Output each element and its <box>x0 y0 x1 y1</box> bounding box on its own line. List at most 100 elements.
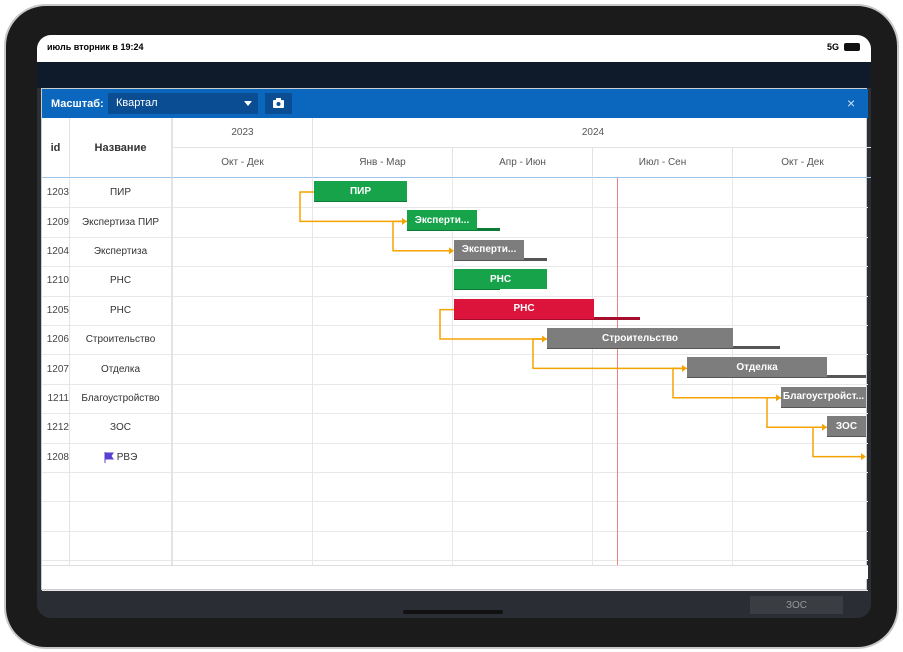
close-button[interactable]: × <box>847 95 856 111</box>
quarter: Июл - Сен <box>593 148 733 178</box>
header-name: Название <box>70 118 173 178</box>
link <box>392 220 450 252</box>
link-arrow <box>449 247 454 255</box>
row-line <box>42 560 868 562</box>
task-bar: Отделка <box>687 357 827 378</box>
row-line <box>42 530 868 532</box>
column-line <box>312 178 313 579</box>
row-name: Строительство <box>70 325 171 354</box>
row-id: 1211 <box>47 392 69 404</box>
row-line <box>42 266 868 268</box>
row-id: 1206 <box>46 334 69 346</box>
link <box>439 308 543 340</box>
scale-label: Масштаб: <box>51 98 104 110</box>
toolbar: Масштаб: Квартал × <box>42 89 868 118</box>
quarter: Янв - Мар <box>313 148 453 178</box>
row-id: 1203 <box>46 187 69 199</box>
row-line <box>42 295 868 297</box>
row-name-text: Отделка <box>100 363 141 375</box>
row-id: 1207 <box>46 363 69 375</box>
column-line <box>732 178 733 579</box>
row-line <box>42 383 868 385</box>
row-name: Экспертиза <box>70 237 171 266</box>
name-column-border <box>171 178 173 579</box>
gantt: id Название 2023 2024 Окт - Дек Янв - Мар Апр … <box>42 118 871 591</box>
battery <box>844 43 860 51</box>
row-line <box>42 325 868 326</box>
row-name: РНС <box>70 266 171 295</box>
row-name: ЗОС <box>70 413 171 442</box>
row-name-text: РНС <box>109 275 132 287</box>
row-name-text: Экспертиза ПИР <box>81 216 160 228</box>
row-line <box>42 413 868 415</box>
row-name-text: ПИР <box>109 187 132 199</box>
row-name-text: РВЭ <box>116 451 138 463</box>
column-line <box>592 178 593 579</box>
camera-icon <box>273 98 284 108</box>
row-id: 1212 <box>46 422 69 434</box>
scale-dropdown[interactable]: Квартал <box>108 93 258 114</box>
column-line <box>452 178 453 579</box>
background-bar: ЗОС <box>750 596 843 614</box>
link <box>532 338 683 370</box>
link-arrow <box>861 453 866 461</box>
row-name-text: Экспертиза <box>93 245 148 257</box>
link <box>672 367 777 399</box>
screen: июль вторник в 19:24 5G ЗОС Масштаб: Ква… <box>37 35 871 618</box>
link <box>766 397 823 428</box>
status-bar: июль вторник в 19:24 5G <box>37 35 871 62</box>
task-bar: Эксперти... <box>407 210 477 231</box>
row-line <box>42 207 868 209</box>
row-id: 1204 <box>46 245 69 257</box>
task-bar: ПИР <box>314 181 407 201</box>
modal: Масштаб: Квартал × id Название 2023 2024 Окт… <box>41 88 871 591</box>
row-name: Благоустройство <box>70 384 171 413</box>
year: 2024 <box>313 118 871 148</box>
row-name: Экспертиза ПИР <box>70 207 171 236</box>
scale-value: Квартал <box>116 97 158 109</box>
task-bar: Строительство <box>547 328 733 348</box>
row-name: РНС <box>70 296 171 325</box>
row-name-text: РНС <box>109 304 132 316</box>
horizontal-scrollbar <box>42 565 868 579</box>
status-time: июль вторник в 19:24 <box>47 42 144 52</box>
row-line <box>42 354 868 356</box>
network: 5G <box>827 42 840 52</box>
task-bar: ЗОС <box>827 416 866 437</box>
row-name: Отделка <box>70 354 171 383</box>
year: 2023 <box>173 118 313 148</box>
today-line <box>617 178 618 579</box>
row-line <box>42 589 868 591</box>
task-bar: РНС <box>454 298 594 319</box>
link <box>299 191 403 223</box>
dropdown-arrow <box>244 101 252 106</box>
quarter: Окт - Дек <box>733 148 871 178</box>
row-line <box>42 472 868 473</box>
row-name-text: Благоустройство <box>81 392 160 404</box>
background-app: ЗОС <box>37 590 871 618</box>
row-line <box>42 501 868 503</box>
quarter: Окт - Дек <box>173 148 313 178</box>
id-column-border <box>69 178 70 579</box>
task-bar: РНС <box>454 269 547 290</box>
row-name: ПИР <box>70 178 171 207</box>
row-id: 1210 <box>46 275 69 287</box>
row-id: 1208 <box>46 451 69 463</box>
flag-icon <box>104 451 114 463</box>
row-line <box>42 442 868 444</box>
link <box>812 426 862 458</box>
row-name-text: ЗОС <box>110 422 131 434</box>
task-bar: Благоустройст... <box>781 386 866 407</box>
app-header <box>37 62 871 88</box>
row-line <box>42 236 868 238</box>
row-name-text: Строительство <box>85 334 156 346</box>
home-indicator <box>403 610 503 614</box>
header-id: id <box>42 118 70 178</box>
row-id: 1205 <box>46 304 69 316</box>
camera-button[interactable] <box>265 93 292 114</box>
row-id: 1209 <box>46 216 69 228</box>
dependency-links <box>299 191 866 461</box>
row-name: РВЭ <box>70 443 171 472</box>
quarter: Апр - Июн <box>453 148 593 178</box>
